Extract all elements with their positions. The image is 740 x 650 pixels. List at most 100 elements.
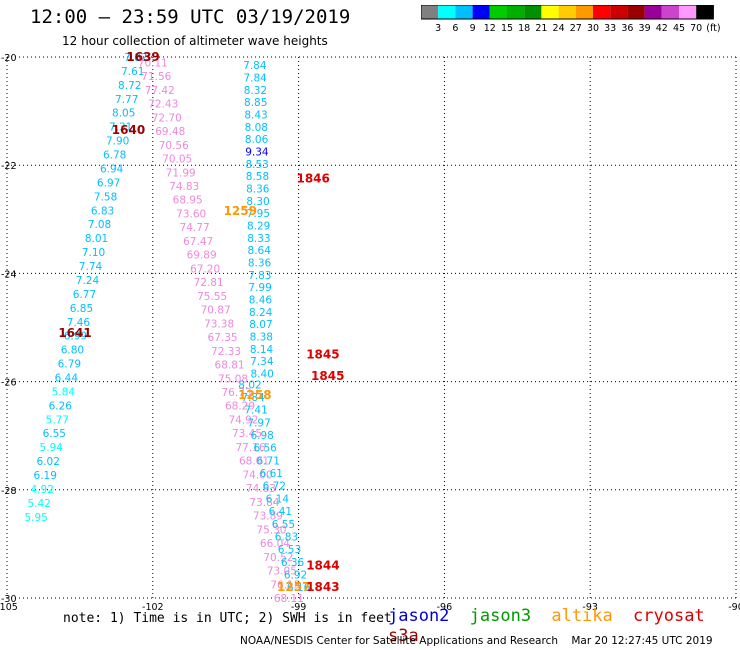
swh-value: 8.40: [250, 368, 273, 380]
swh-value: 75.30: [256, 524, 286, 536]
swh-value: 73.05: [267, 566, 297, 578]
swh-value: 77.16: [235, 442, 265, 454]
scale-label: (ft): [706, 23, 720, 33]
swh-value: 6.44: [55, 373, 79, 385]
swh-value: 73.84: [249, 497, 279, 509]
swh-value: 8.64: [248, 245, 272, 257]
swh-value: 67.47: [183, 236, 213, 248]
pass-time-label: 1259: [224, 204, 257, 218]
scale-label: 27: [570, 23, 582, 33]
swh-value: 6.94: [100, 163, 124, 175]
legend-jason2: jason2: [388, 606, 450, 626]
scale-label: 30: [587, 23, 599, 33]
swh-value: 68.29: [225, 401, 255, 413]
swh-value: 7.61: [121, 66, 144, 78]
scale-label: 21: [535, 23, 547, 33]
swh-value: 70.52: [263, 552, 293, 564]
scale-label: 45: [673, 23, 685, 33]
scale-label: 36: [621, 23, 633, 33]
swh-value: 7.97: [247, 417, 270, 429]
swh-value: 8.85: [244, 97, 267, 109]
swh-value: 8.08: [245, 122, 268, 134]
scale-swatch: [524, 5, 542, 19]
legend-s3a: s3a: [388, 626, 419, 646]
swh-value: 5.95: [24, 512, 47, 524]
swh-value: 8.33: [247, 233, 270, 245]
swh-value: 73.89: [253, 511, 283, 523]
swh-value: 6.98: [250, 430, 273, 442]
swh-value: 7.77: [115, 94, 138, 106]
swh-value: 72.70: [152, 112, 182, 124]
scale-swatch: [575, 5, 593, 19]
swh-value: 7.99: [248, 282, 271, 294]
lat-tick-label: -26: [1, 378, 17, 389]
swh-value: 69.48: [155, 126, 185, 138]
lon-tick-label: -90: [728, 602, 740, 613]
swh-value: 6.55: [272, 519, 295, 531]
swh-value: 5.42: [27, 498, 50, 510]
swh-value: 6.83: [275, 531, 298, 543]
swh-value: 73.60: [176, 208, 206, 220]
swh-value: 6.16: [287, 582, 311, 594]
swh-value: 70.05: [162, 154, 192, 166]
swh-value: 8.29: [247, 220, 270, 232]
swh-value: 6.71: [257, 455, 280, 467]
swh-value: 7.46: [67, 317, 91, 329]
lon-tick-label: -99: [291, 602, 307, 613]
scale-label: 6: [452, 23, 458, 33]
scale-swatch: [627, 5, 645, 19]
swh-value: 6.97: [97, 177, 120, 189]
scale-label: 12: [484, 23, 496, 33]
swh-value: 68.95: [173, 195, 203, 207]
color-scale: 3 6 9 12 15 18 21 24 27 30 33 36 39 42 45 70 (ft): [421, 5, 721, 33]
scale-border: [421, 5, 714, 20]
swh-value: 8.01: [85, 233, 108, 245]
swh-value: 6.78: [103, 150, 126, 162]
pass-time-label: 1843: [306, 580, 339, 594]
legend-cryosat: cryosat: [633, 606, 705, 626]
swh-value: 67.35: [208, 332, 238, 344]
swh-value: 8.46: [249, 294, 273, 306]
swh-value: 7.95: [247, 208, 270, 220]
swh-value: 8.14: [250, 344, 274, 356]
swh-value: 7.84: [241, 392, 265, 404]
swh-value: 8.32: [244, 85, 267, 97]
swh-value: 7.10: [82, 247, 105, 259]
lon-tick-label: -105: [0, 602, 18, 613]
lat-tick-label: -22: [1, 161, 17, 172]
note-text: note: 1) Time is in UTC; 2) SWH is in fe…: [63, 611, 392, 626]
swh-value: 75.08: [218, 373, 248, 385]
swh-value: 8.02: [238, 379, 261, 391]
scale-swatch: [541, 5, 559, 19]
swh-value: 7.90: [106, 136, 129, 148]
scale-label: 70: [690, 23, 702, 33]
scale-swatch: [610, 5, 628, 19]
swh-value: 8.07: [249, 319, 272, 331]
swh-value: 8.06: [245, 134, 269, 146]
swh-value: 72.81: [194, 277, 224, 289]
swh-value: 76.15: [270, 579, 300, 591]
swh-value: 7.74: [79, 261, 103, 273]
swh-value: 7.84: [243, 72, 267, 84]
swh-value: 8.53: [245, 159, 268, 171]
swh-value: 6.79: [58, 359, 81, 371]
swh-value: 7.84: [243, 60, 267, 72]
swh-value: 6.56: [253, 443, 277, 455]
map-subtitle: 12 hour collection of altimeter wave hei…: [62, 34, 328, 48]
swh-value: 8.24: [249, 307, 273, 319]
swh-value: 70.56: [159, 140, 189, 152]
swh-value: 4.92: [31, 484, 54, 496]
swh-value: 7.41: [244, 405, 267, 417]
swh-value: 68.01: [239, 456, 269, 468]
swh-value: 6.92: [284, 570, 307, 582]
swh-value: 7.82: [124, 52, 147, 64]
lon-tick-label: -96: [437, 602, 453, 613]
lon-tick-label: -93: [582, 602, 598, 613]
swh-value: 8.72: [118, 80, 141, 92]
swh-value: 6.36: [281, 557, 305, 569]
swh-value: 66.04: [260, 538, 290, 550]
swh-value: 8.36: [248, 257, 272, 269]
swh-value: 8.36: [246, 183, 270, 195]
swh-value: 6.55: [43, 428, 66, 440]
